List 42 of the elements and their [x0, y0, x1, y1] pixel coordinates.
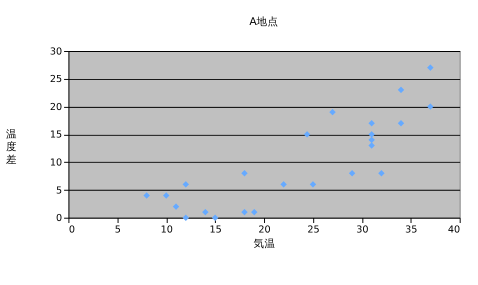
x-tick-label: 25 — [307, 224, 320, 236]
point — [398, 86, 404, 94]
point — [143, 192, 150, 199]
x-tick-label: 10 — [160, 224, 173, 236]
y-tick-label: 25 — [50, 74, 62, 86]
point — [202, 208, 209, 216]
point — [163, 192, 170, 199]
y-tick-label: 0 — [56, 213, 62, 224]
point — [427, 64, 434, 71]
x-tick-label: 40 — [448, 224, 460, 236]
point — [368, 120, 375, 126]
y-tick-label: 30 — [50, 46, 62, 58]
chart-title: A地点 — [249, 14, 279, 28]
point — [310, 181, 316, 188]
x-tick-label: 15 — [210, 224, 222, 236]
y-tick-label: 5 — [56, 185, 62, 196]
x-axis-title: 気温 — [254, 238, 276, 250]
y-tick-label: 20 — [50, 102, 62, 113]
point — [182, 214, 190, 221]
point — [241, 208, 248, 216]
point — [378, 170, 385, 176]
point — [172, 203, 180, 210]
point — [212, 214, 218, 221]
point — [280, 181, 287, 188]
point — [304, 131, 310, 138]
x-tick-label: 20 — [258, 224, 271, 236]
x-tick-label: 5 — [114, 224, 121, 236]
point — [368, 136, 375, 144]
point — [368, 142, 375, 149]
point — [368, 131, 375, 138]
point — [182, 181, 190, 188]
point — [329, 108, 336, 116]
point — [348, 170, 356, 176]
x-tick-label: 30 — [356, 224, 368, 236]
y-tick-label: 10 — [50, 158, 62, 169]
point — [398, 120, 404, 126]
point — [251, 208, 258, 216]
y-tick-label: 15 — [50, 130, 62, 141]
x-tick-label: 35 — [405, 224, 418, 236]
y-axis-title: 温度差 — [6, 128, 17, 166]
point — [427, 103, 434, 110]
x-tick-label: 0 — [68, 224, 76, 236]
